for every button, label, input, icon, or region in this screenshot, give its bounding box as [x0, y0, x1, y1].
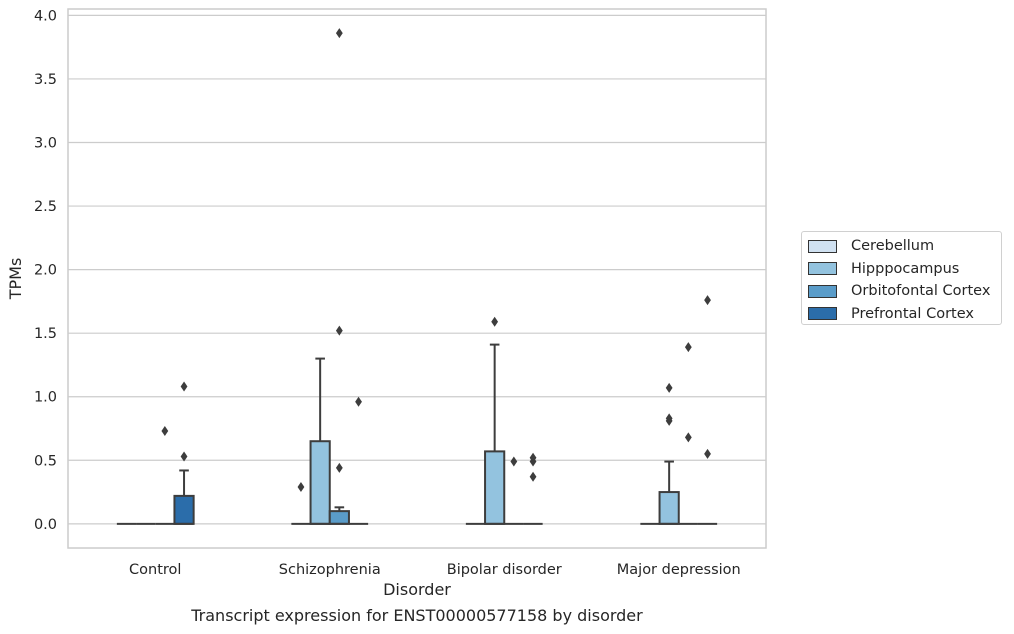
x-tick-label: Major depression: [617, 562, 741, 578]
outlier-point: [665, 413, 673, 424]
outlier-point: [704, 448, 711, 459]
outlier-point: [335, 325, 343, 336]
legend-label: Prefrontal Cortex: [851, 305, 974, 322]
legend-swatch: [808, 284, 837, 298]
y-tick-label: 3.0: [34, 135, 57, 151]
outlier-point: [529, 471, 537, 482]
box-cerebellum: [291, 481, 311, 525]
legend-item: Hipppocampus: [808, 258, 995, 281]
box-body: [309, 440, 331, 525]
legend-label: Orbitofontal Cortex: [851, 283, 991, 300]
plot-area-frame: [67, 8, 767, 549]
y-tick-label: 3.5: [34, 72, 57, 88]
x-tick-label: Bipolar disorder: [447, 562, 562, 578]
outlier-point: [684, 342, 692, 353]
y-tick-label: 4.0: [34, 8, 57, 24]
box-body: [484, 450, 506, 525]
y-tick-label: 1.0: [34, 390, 57, 406]
boxes: [116, 28, 718, 525]
box-prefrontal-cortex: [523, 452, 543, 525]
outlier-point: [704, 295, 711, 306]
legend-item: Orbitofontal Cortex: [808, 280, 995, 303]
legend-label: Hipppocampus: [851, 260, 960, 277]
outlier-point: [665, 382, 673, 393]
box-orbitofontal-cortex: [504, 456, 524, 525]
legend: Cerebellum Hipppocampus Orbitofontal Corte…: [801, 231, 1002, 325]
outlier-point: [180, 381, 188, 392]
chart-caption: Transcript expression for ENST0000057715…: [191, 606, 643, 625]
outlier-point: [297, 481, 305, 492]
box-hipppocampus: [484, 316, 506, 525]
box-body: [328, 510, 350, 525]
box-orbitofontal-cortex: [328, 28, 350, 525]
y-tick-label: 2.0: [34, 263, 57, 279]
x-tick-label: Control: [129, 562, 181, 578]
outlier-point: [491, 316, 499, 327]
outlier-point: [684, 432, 692, 443]
y-axis-title: TPMs: [6, 258, 25, 301]
box-orbitofontal-cortex: [155, 426, 175, 525]
outlier-point: [335, 28, 343, 39]
x-axis-title: Disorder: [383, 580, 451, 599]
box-prefrontal-cortex: [348, 396, 369, 525]
x-axis-ticks: Control Schizophrenia Bipolar disorder Majo…: [129, 562, 741, 578]
box-prefrontal-cortex: [173, 381, 195, 525]
y-tick-label: 0.5: [34, 453, 57, 469]
legend-swatch: [808, 239, 837, 253]
box-orbitofontal-cortex: [678, 342, 698, 525]
legend-item: Cerebellum: [808, 235, 995, 258]
outlier-point: [355, 396, 362, 407]
legend-label: Cerebellum: [851, 238, 935, 255]
outlier-point: [510, 456, 518, 467]
y-tick-label: 0.0: [34, 517, 57, 533]
y-tick-label: 1.5: [34, 326, 57, 342]
box-body: [173, 494, 195, 525]
outlier-point: [180, 451, 188, 462]
legend-swatch: [808, 307, 837, 321]
x-tick-label: Schizophrenia: [279, 562, 381, 578]
legend-swatch: [808, 262, 837, 276]
grid-lines: [68, 14, 766, 525]
box-body: [658, 491, 680, 525]
box-prefrontal-cortex: [697, 295, 718, 525]
outlier-point: [335, 462, 343, 473]
outlier-point: [529, 452, 537, 463]
y-axis-ticks: 0.0 0.5 1.0 1.5 2.0 2.5 3.0 3.5 4.0: [34, 8, 57, 532]
legend-item: Prefrontal Cortex: [808, 303, 995, 326]
outlier-point: [161, 426, 169, 437]
y-tick-label: 2.5: [34, 199, 57, 215]
box-hipppocampus: [658, 382, 680, 525]
box-hipppocampus: [309, 357, 331, 525]
